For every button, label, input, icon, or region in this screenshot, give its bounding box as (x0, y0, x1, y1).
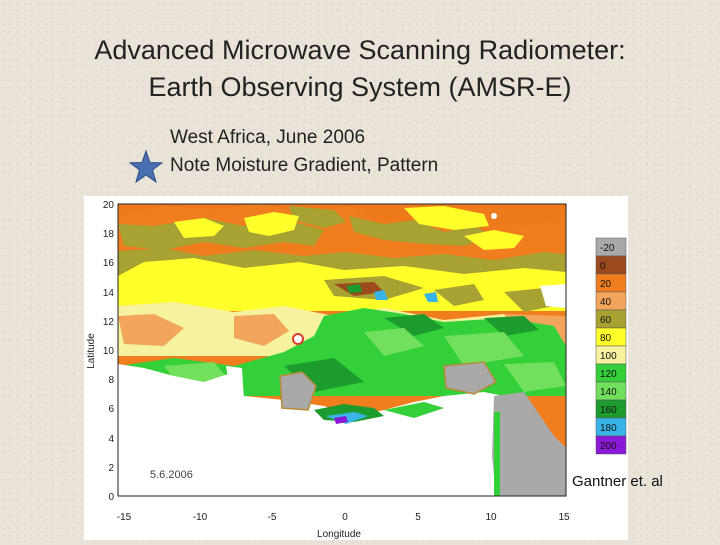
y-tick: 16 (103, 258, 115, 269)
x-tick: -10 (193, 512, 208, 523)
x-tick: -15 (117, 512, 132, 523)
x-tick: -5 (268, 512, 277, 523)
subtitle-line-2: Note Moisture Gradient, Pattern (170, 155, 439, 176)
y-tick: 10 (103, 346, 115, 357)
x-tick: 15 (558, 512, 570, 523)
slide-subtitle: West Africa, June 2006 Note Moisture Gra… (170, 124, 438, 180)
subtitle-line-1: West Africa, June 2006 (170, 127, 366, 148)
y-tick: 18 (103, 229, 115, 240)
y-axis-label: Latitude (86, 333, 97, 369)
x-tick: 10 (485, 512, 497, 523)
x-tick: 0 (342, 512, 348, 523)
legend-label: 100 (600, 351, 617, 362)
y-tick: 2 (108, 463, 114, 474)
title-line-1: Advanced Microwave Scanning Radiometer: (94, 35, 626, 65)
color-legend: -20 0 20 40 60 80 100 120 140 160 180 200 (595, 237, 627, 455)
legend-swatch (595, 435, 627, 455)
legend-label: 20 (600, 279, 612, 290)
credit-text: Gantner et. al (572, 473, 663, 490)
y-tick: 6 (108, 404, 114, 415)
map-figure: -15 -10 -5 0 5 10 15 Longitude 20 18 16 … (86, 200, 627, 540)
legend-label: -20 (600, 243, 615, 254)
legend-label: 120 (600, 369, 617, 380)
title-line-2: Earth Observing System (AMSR-E) (148, 72, 572, 102)
legend-label: 0 (600, 261, 606, 272)
soil-moisture-map: -15 -10 -5 0 5 10 15 Longitude 20 18 16 … (84, 196, 628, 540)
x-axis-label: Longitude (317, 529, 361, 540)
map-field (118, 204, 566, 496)
legend-label: 80 (600, 333, 612, 344)
y-tick: 12 (103, 317, 115, 328)
y-tick: 4 (108, 434, 114, 445)
plot-frame (117, 203, 567, 497)
legend-label: 60 (600, 315, 612, 326)
y-tick: 20 (103, 200, 115, 211)
date-label: 5.6.2006 (150, 469, 193, 481)
legend-label: 140 (600, 387, 617, 398)
y-tick: 0 (108, 492, 114, 503)
y-tick: 8 (108, 375, 114, 386)
x-tick: 5 (415, 512, 421, 523)
star-icon (129, 150, 163, 184)
legend-label: 40 (600, 297, 612, 308)
slide-title: Advanced Microwave Scanning Radiometer: … (0, 32, 720, 106)
legend-label: 160 (600, 405, 617, 416)
y-tick: 14 (103, 288, 115, 299)
legend-label: 200 (600, 441, 617, 452)
legend-label: 180 (600, 423, 617, 434)
